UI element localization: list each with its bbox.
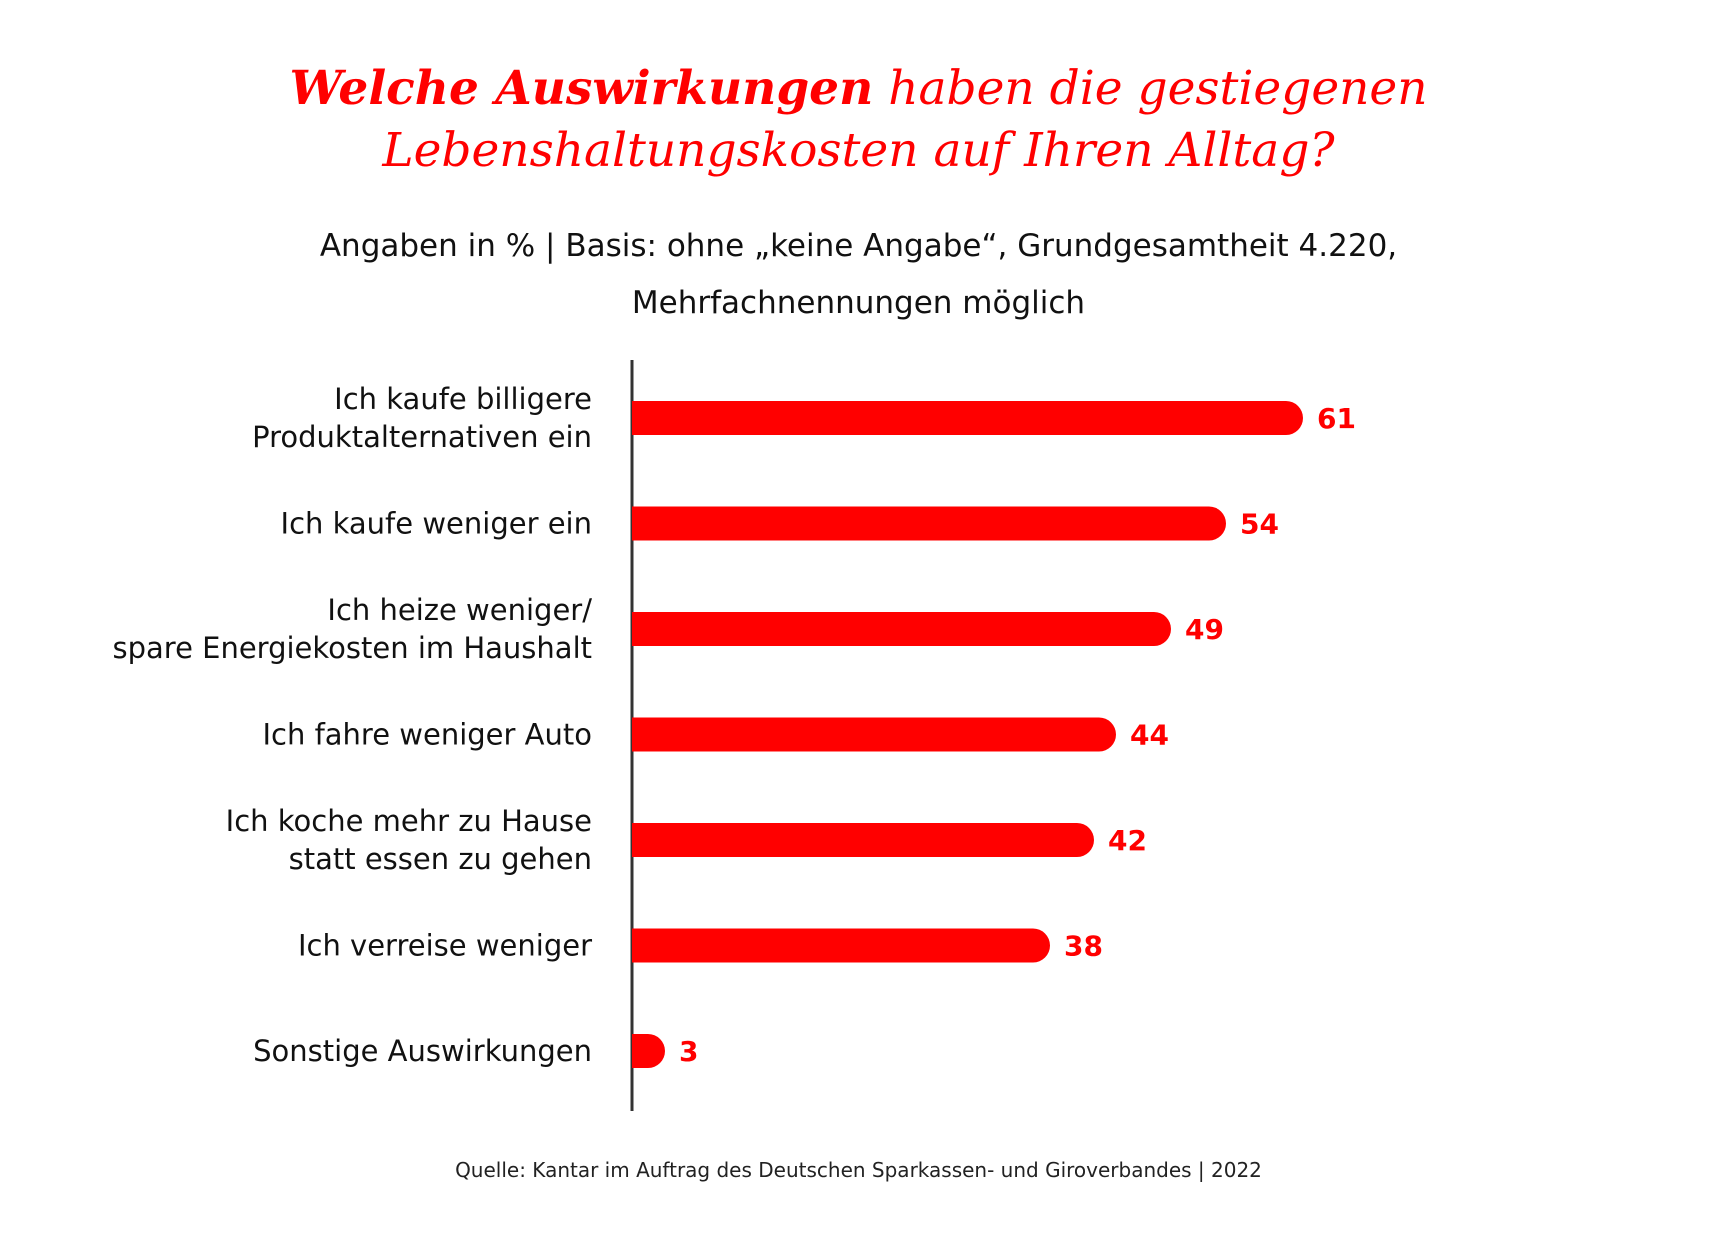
category-label-line: Ich fahre weniger Auto	[262, 718, 592, 752]
source-note: Quelle: Kantar im Auftrag des Deutschen …	[455, 1158, 1262, 1182]
bar	[632, 717, 1116, 752]
category-label-line: Sonstige Auswirkungen	[253, 1034, 592, 1068]
category-label-line: Ich kaufe weniger ein	[281, 507, 592, 541]
category-label: Ich kaufe billigere Produktalternativen e…	[252, 382, 592, 454]
bar-value-label: 49	[1185, 613, 1224, 646]
title-bold-part: Welche Auswirkungen	[289, 61, 874, 116]
bar	[632, 1034, 665, 1068]
bar-value-label: 38	[1064, 930, 1103, 963]
category-label: Ich verreise weniger	[298, 929, 592, 963]
category-label-line: Ich koche mehr zu Hause	[226, 804, 592, 838]
bar-value-label: 44	[1130, 719, 1169, 752]
category-label-line: Produktalternativen ein	[252, 420, 592, 454]
bar-value-label: 61	[1317, 402, 1356, 435]
chart-subtitle: Angaben in % | Basis: ohne „keine Angabe…	[0, 218, 1717, 332]
bar	[632, 506, 1226, 541]
chart-title: Welche Auswirkungen haben die gestiegene…	[0, 58, 1717, 182]
bar-value-label: 42	[1108, 824, 1147, 857]
category-label: Ich fahre weniger Auto	[262, 718, 592, 752]
bar	[632, 928, 1050, 963]
title-line-2: Lebenshaltungskosten auf Ihren Alltag?	[382, 123, 1335, 178]
title-regular-part: haben die gestiegenen	[888, 61, 1428, 116]
category-label-line: Ich heize weniger/	[327, 593, 592, 627]
bar	[632, 612, 1171, 646]
bar	[632, 823, 1094, 857]
bar	[632, 401, 1303, 435]
bars-group: 61 Ich kaufe billigere Produktalternativen…	[113, 382, 1356, 1068]
bar-value-label: 54	[1240, 508, 1279, 541]
category-label: Ich koche mehr zu Hause statt essen zu ge…	[226, 804, 592, 876]
category-label-line: Ich kaufe billigere	[334, 382, 592, 416]
category-label: Sonstige Auswirkungen	[253, 1034, 592, 1068]
category-label: Ich kaufe weniger ein	[281, 507, 592, 541]
subtitle-line-2: Mehrfachnennungen möglich	[631, 285, 1086, 321]
subtitle-line-1: Angaben in % | Basis: ohne „keine Angabe…	[319, 228, 1398, 264]
category-label-line: statt essen zu gehen	[289, 842, 592, 876]
category-label-line: spare Energiekosten im Haushalt	[113, 631, 593, 665]
category-label-line: Ich verreise weniger	[298, 929, 592, 963]
title-line-1: Welche Auswirkungen haben die gestiegene…	[0, 58, 1717, 120]
bar-value-label: 3	[679, 1035, 698, 1068]
category-label: Ich heize weniger/spare Energiekosten im…	[113, 593, 593, 665]
